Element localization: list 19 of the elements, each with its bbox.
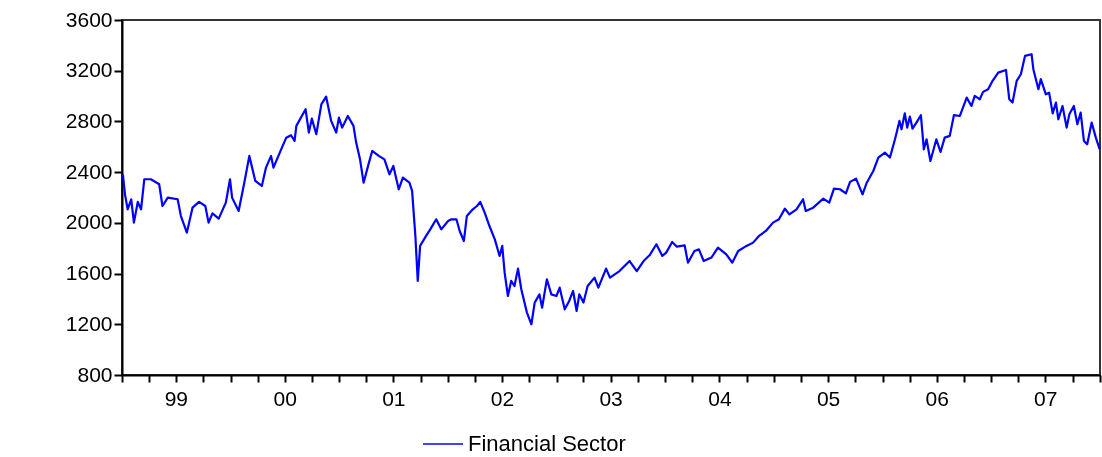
y-tick-label: 1200 [65, 311, 113, 335]
x-tick-label: 05 [816, 386, 841, 410]
line-series [121, 53, 1101, 326]
x-tick-label: 03 [599, 386, 623, 410]
y-tick-label: 3200 [65, 58, 113, 82]
x-tick-label: 07 [1034, 386, 1058, 410]
legend-label: Financial Sector [468, 431, 626, 456]
y-tick-label: 2400 [65, 159, 113, 183]
y-tick-label: 800 [77, 362, 113, 386]
y-tick-label: 3600 [65, 7, 113, 31]
x-tick-label: 06 [925, 386, 949, 410]
x-tick-label: 00 [273, 386, 297, 410]
x-tick-label: 01 [382, 386, 406, 410]
y-tick-label: 2800 [65, 108, 113, 132]
y-tick-label: 1600 [65, 261, 113, 285]
x-tick-label: 99 [164, 386, 189, 410]
y-tick-label: 2000 [65, 210, 113, 234]
x-tick-label: 02 [490, 386, 515, 410]
x-tick-label: 04 [708, 386, 732, 410]
